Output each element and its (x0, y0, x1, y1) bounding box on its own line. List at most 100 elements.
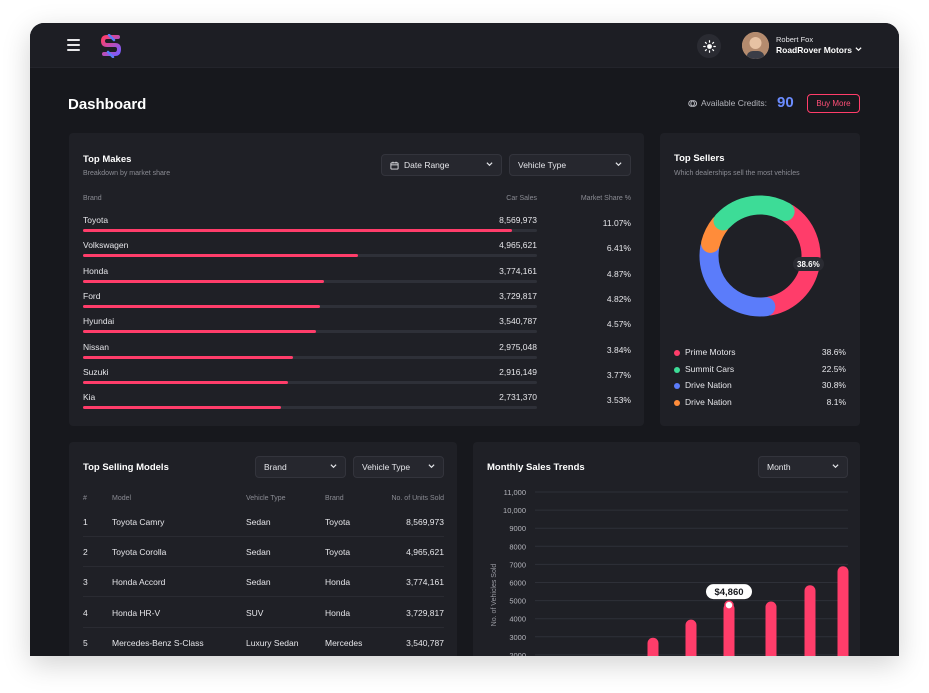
sales-bar[interactable] (837, 566, 849, 656)
top-sellers-donut-chart (699, 195, 821, 317)
model-brand: Toyota (325, 547, 351, 558)
sales-bar[interactable] (723, 603, 735, 656)
donut-highlight-value: 38.6% (797, 259, 820, 269)
vehicle-type-label: Vehicle Type (518, 160, 567, 170)
brand-dropdown-label: Brand (264, 462, 287, 472)
theme-toggle-button[interactable] (697, 34, 721, 58)
credits-label: Available Credits: (688, 98, 767, 108)
make-brand: Ford (83, 290, 101, 301)
date-range-dropdown[interactable]: Date Range (381, 154, 502, 176)
sales-bar[interactable] (765, 601, 777, 656)
sales-bar[interactable] (804, 585, 816, 656)
models-vehicle-type-dropdown[interactable]: Vehicle Type (353, 456, 444, 478)
y-tick-label: 3000 (509, 633, 526, 642)
org-switcher[interactable]: RoadRover Motors (776, 45, 853, 55)
chevron-down-icon[interactable] (855, 46, 862, 52)
legend-value: 30.8% (821, 380, 846, 390)
make-market-share: 11.07% (602, 218, 631, 228)
page-title: Dashboard (68, 96, 147, 113)
sun-icon (702, 39, 716, 53)
make-share-bar (83, 279, 537, 283)
make-brand: Toyota (83, 215, 109, 225)
row-divider (83, 596, 444, 598)
legend-value: 8.1% (826, 396, 846, 407)
legend-label: Prime Motors (685, 347, 736, 357)
y-tick-label: 2000 (509, 651, 526, 656)
make-sales: 4,965,621 (499, 240, 537, 251)
vehicle-type-dropdown[interactable]: Vehicle Type (509, 154, 631, 176)
make-share-bar-fill (83, 304, 321, 308)
top-models-title: Top Selling Models (83, 462, 169, 473)
model-rank: 5 (83, 637, 88, 648)
model-name: Honda HR-V (112, 607, 161, 618)
model-rank: 1 (83, 517, 88, 527)
make-sales: 3,774,161 (499, 265, 537, 276)
make-share-bar (83, 355, 537, 359)
donut-slice[interactable] (713, 195, 795, 231)
model-name: Toyota Camry (112, 517, 165, 527)
legend-label: Drive Nation (685, 396, 732, 407)
sales-bar[interactable] (647, 637, 659, 656)
brand-dropdown[interactable]: Brand (255, 456, 346, 478)
model-brand: Mercedes (325, 637, 363, 648)
make-sales: 2,731,370 (499, 392, 537, 403)
model-units-sold: 3,540,787 (406, 637, 444, 648)
model-vehicle-type: Luxury Sedan (246, 637, 299, 648)
model-vehicle-type: SUV (246, 607, 264, 618)
buy-more-button[interactable]: Buy More (807, 94, 860, 113)
app-logo[interactable] (100, 34, 122, 58)
chevron-down-icon (832, 464, 839, 469)
y-tick-label: 4000 (509, 615, 526, 624)
top-makes-title: Top Makes (83, 154, 132, 165)
make-share-bar (83, 304, 537, 308)
top-makes-subtitle: Breakdown by market share (83, 170, 171, 177)
chevron-down-icon (330, 464, 337, 469)
model-brand: Honda (325, 577, 351, 588)
chevron-down-icon (615, 162, 622, 167)
user-name: Robert Fox (776, 35, 814, 44)
col-header-model: Model (112, 495, 132, 502)
model-brand: Honda (325, 607, 351, 618)
tooltip-box (706, 584, 752, 600)
make-brand: Volkswagen (83, 240, 129, 251)
make-market-share: 4.57% (606, 319, 631, 330)
legend-dot (674, 350, 680, 356)
legend-dot (674, 399, 680, 406)
col-header-brand: Brand (325, 495, 344, 502)
model-rank: 4 (83, 607, 88, 618)
y-tick-label: 6000 (509, 579, 526, 588)
make-share-bar (83, 406, 537, 410)
hamburger-menu-icon[interactable] (67, 39, 80, 51)
chevron-down-icon (486, 162, 493, 167)
top-sellers-subtitle: Which dealerships sell the most vehicles (674, 170, 800, 177)
col-header-vehicle-type: Vehicle Type (246, 495, 286, 502)
user-avatar[interactable] (742, 32, 769, 59)
model-rank: 2 (83, 547, 88, 558)
col-header-rank: # (83, 495, 87, 502)
make-sales: 8,569,973 (499, 215, 537, 225)
legend-value: 38.6% (821, 347, 846, 357)
calendar-icon (390, 161, 399, 170)
sales-bar[interactable] (685, 619, 697, 656)
legend-value: 22.5% (821, 363, 846, 374)
model-vehicle-type: Sedan (246, 547, 271, 558)
model-units-sold: 3,729,817 (406, 607, 444, 618)
model-vehicle-type: Sedan (246, 577, 271, 588)
legend-dot (674, 383, 680, 389)
donut-slice[interactable] (699, 238, 776, 317)
model-units-sold: 3,774,161 (406, 577, 444, 588)
month-dropdown[interactable]: Month (758, 456, 848, 478)
make-sales: 2,975,048 (499, 341, 537, 352)
legend-label: Summit Cars (685, 363, 735, 374)
make-share-bar (83, 229, 537, 232)
date-range-label: Date Range (404, 160, 450, 170)
tooltip-value: $4,860 (714, 587, 743, 598)
make-sales: 2,916,149 (499, 366, 537, 377)
legend-dot (674, 366, 680, 373)
make-sales: 3,729,817 (499, 290, 537, 301)
models-vehicle-type-label: Vehicle Type (362, 462, 411, 472)
top-sellers-title: Top Sellers (674, 153, 725, 164)
monthly-sales-card: Monthly Sales Trends Month 11,000 10,000 9… (473, 442, 860, 656)
make-share-bar-fill (83, 279, 325, 283)
y-tick-label: 10,000 (503, 506, 526, 515)
